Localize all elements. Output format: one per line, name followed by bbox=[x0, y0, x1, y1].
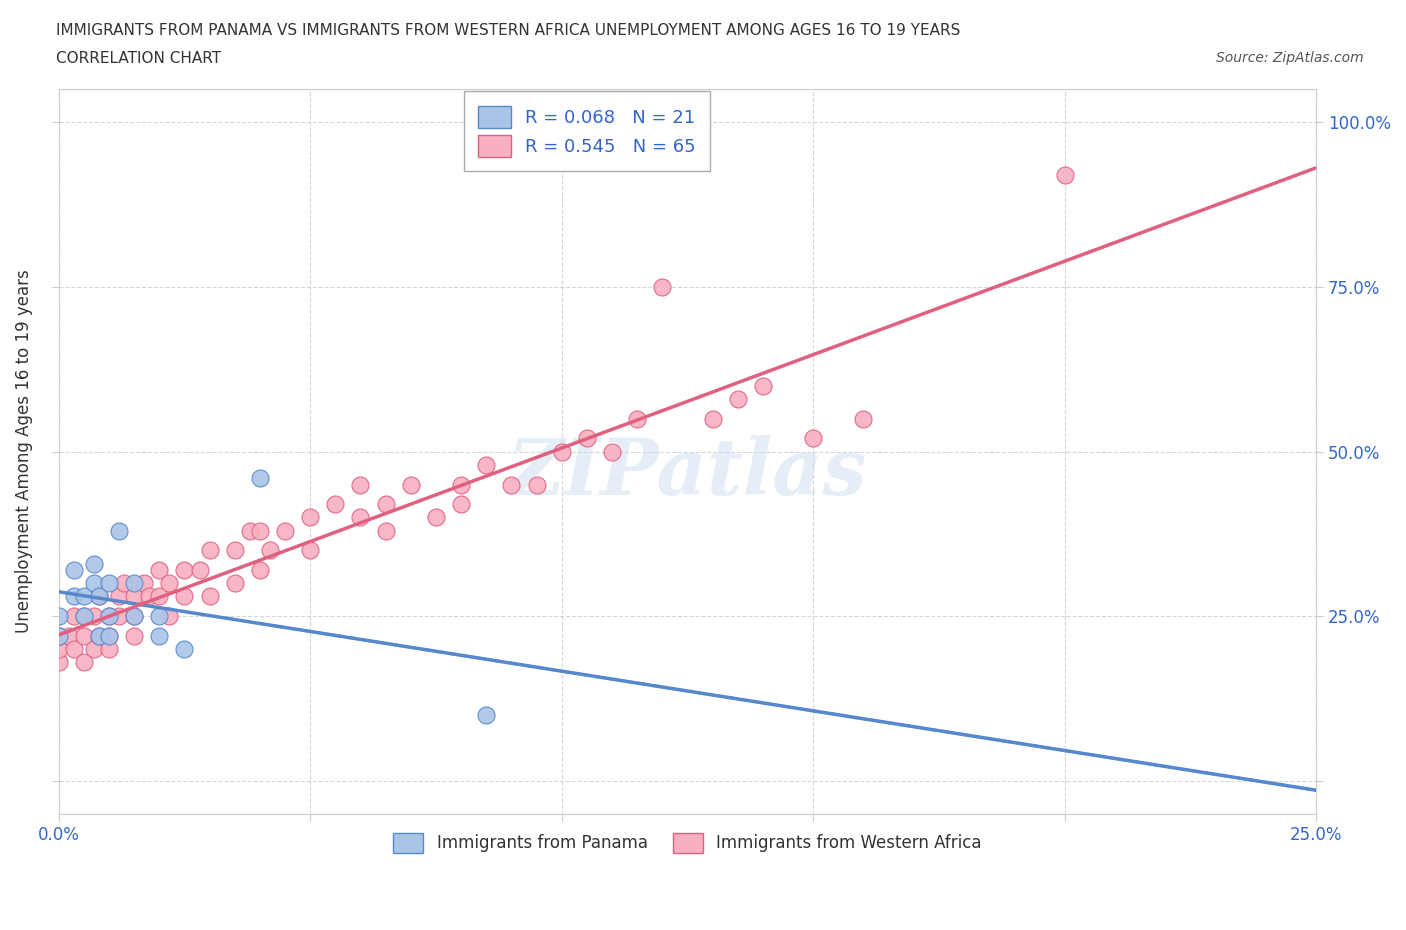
Point bbox=[157, 609, 180, 624]
Point bbox=[122, 576, 145, 591]
Point bbox=[62, 563, 84, 578]
Point bbox=[259, 543, 281, 558]
Point bbox=[48, 642, 70, 657]
Point bbox=[98, 629, 121, 644]
Point bbox=[475, 458, 498, 472]
Point bbox=[374, 497, 396, 512]
Text: Source: ZipAtlas.com: Source: ZipAtlas.com bbox=[1216, 51, 1364, 65]
Point bbox=[98, 642, 121, 657]
Point bbox=[274, 524, 297, 538]
Point bbox=[122, 589, 145, 604]
Point bbox=[852, 411, 875, 426]
Y-axis label: Unemployment Among Ages 16 to 19 years: Unemployment Among Ages 16 to 19 years bbox=[15, 270, 32, 633]
Point bbox=[48, 609, 70, 624]
Point bbox=[122, 629, 145, 644]
Point bbox=[62, 589, 84, 604]
Point bbox=[299, 510, 322, 525]
Point bbox=[727, 392, 749, 406]
Point bbox=[198, 589, 221, 604]
Point bbox=[224, 543, 246, 558]
Point bbox=[239, 524, 262, 538]
Point bbox=[73, 609, 96, 624]
Legend: Immigrants from Panama, Immigrants from Western Africa: Immigrants from Panama, Immigrants from … bbox=[387, 826, 988, 860]
Point bbox=[122, 609, 145, 624]
Point bbox=[48, 655, 70, 670]
Point bbox=[550, 445, 572, 459]
Point bbox=[425, 510, 447, 525]
Point bbox=[87, 589, 110, 604]
Point bbox=[83, 576, 105, 591]
Point bbox=[399, 477, 422, 492]
Text: CORRELATION CHART: CORRELATION CHART bbox=[56, 51, 221, 66]
Point bbox=[98, 576, 121, 591]
Point bbox=[73, 609, 96, 624]
Point bbox=[526, 477, 548, 492]
Point bbox=[108, 609, 131, 624]
Point bbox=[188, 563, 211, 578]
Point bbox=[349, 510, 371, 525]
Point bbox=[148, 629, 170, 644]
Point bbox=[249, 524, 271, 538]
Text: ZIPatlas: ZIPatlas bbox=[508, 435, 868, 512]
Point bbox=[575, 431, 598, 445]
Point bbox=[249, 563, 271, 578]
Point bbox=[198, 543, 221, 558]
Point bbox=[249, 471, 271, 485]
Point bbox=[501, 477, 523, 492]
Point bbox=[450, 497, 472, 512]
Point bbox=[224, 576, 246, 591]
Point bbox=[98, 609, 121, 624]
Point bbox=[112, 576, 135, 591]
Point bbox=[62, 609, 84, 624]
Point bbox=[62, 642, 84, 657]
Point bbox=[48, 629, 70, 644]
Point bbox=[374, 524, 396, 538]
Point bbox=[148, 609, 170, 624]
Point bbox=[134, 576, 156, 591]
Point bbox=[600, 445, 623, 459]
Point bbox=[58, 629, 80, 644]
Point bbox=[702, 411, 724, 426]
Point bbox=[157, 576, 180, 591]
Text: IMMIGRANTS FROM PANAMA VS IMMIGRANTS FROM WESTERN AFRICA UNEMPLOYMENT AMONG AGES: IMMIGRANTS FROM PANAMA VS IMMIGRANTS FRO… bbox=[56, 23, 960, 38]
Point bbox=[87, 589, 110, 604]
Point bbox=[83, 556, 105, 571]
Point bbox=[98, 629, 121, 644]
Point bbox=[98, 609, 121, 624]
Point bbox=[148, 589, 170, 604]
Point bbox=[83, 609, 105, 624]
Point bbox=[48, 629, 70, 644]
Point bbox=[87, 629, 110, 644]
Point bbox=[475, 708, 498, 723]
Point bbox=[122, 609, 145, 624]
Point bbox=[173, 642, 195, 657]
Point bbox=[325, 497, 347, 512]
Point bbox=[299, 543, 322, 558]
Point bbox=[173, 563, 195, 578]
Point bbox=[83, 642, 105, 657]
Point bbox=[1053, 167, 1076, 182]
Point bbox=[108, 524, 131, 538]
Point bbox=[73, 589, 96, 604]
Point bbox=[349, 477, 371, 492]
Point bbox=[450, 477, 472, 492]
Point bbox=[73, 629, 96, 644]
Point bbox=[801, 431, 824, 445]
Point bbox=[73, 655, 96, 670]
Point bbox=[87, 629, 110, 644]
Point bbox=[752, 379, 775, 393]
Point bbox=[626, 411, 648, 426]
Point bbox=[138, 589, 160, 604]
Point bbox=[148, 563, 170, 578]
Point bbox=[108, 589, 131, 604]
Point bbox=[173, 589, 195, 604]
Point bbox=[651, 280, 673, 295]
